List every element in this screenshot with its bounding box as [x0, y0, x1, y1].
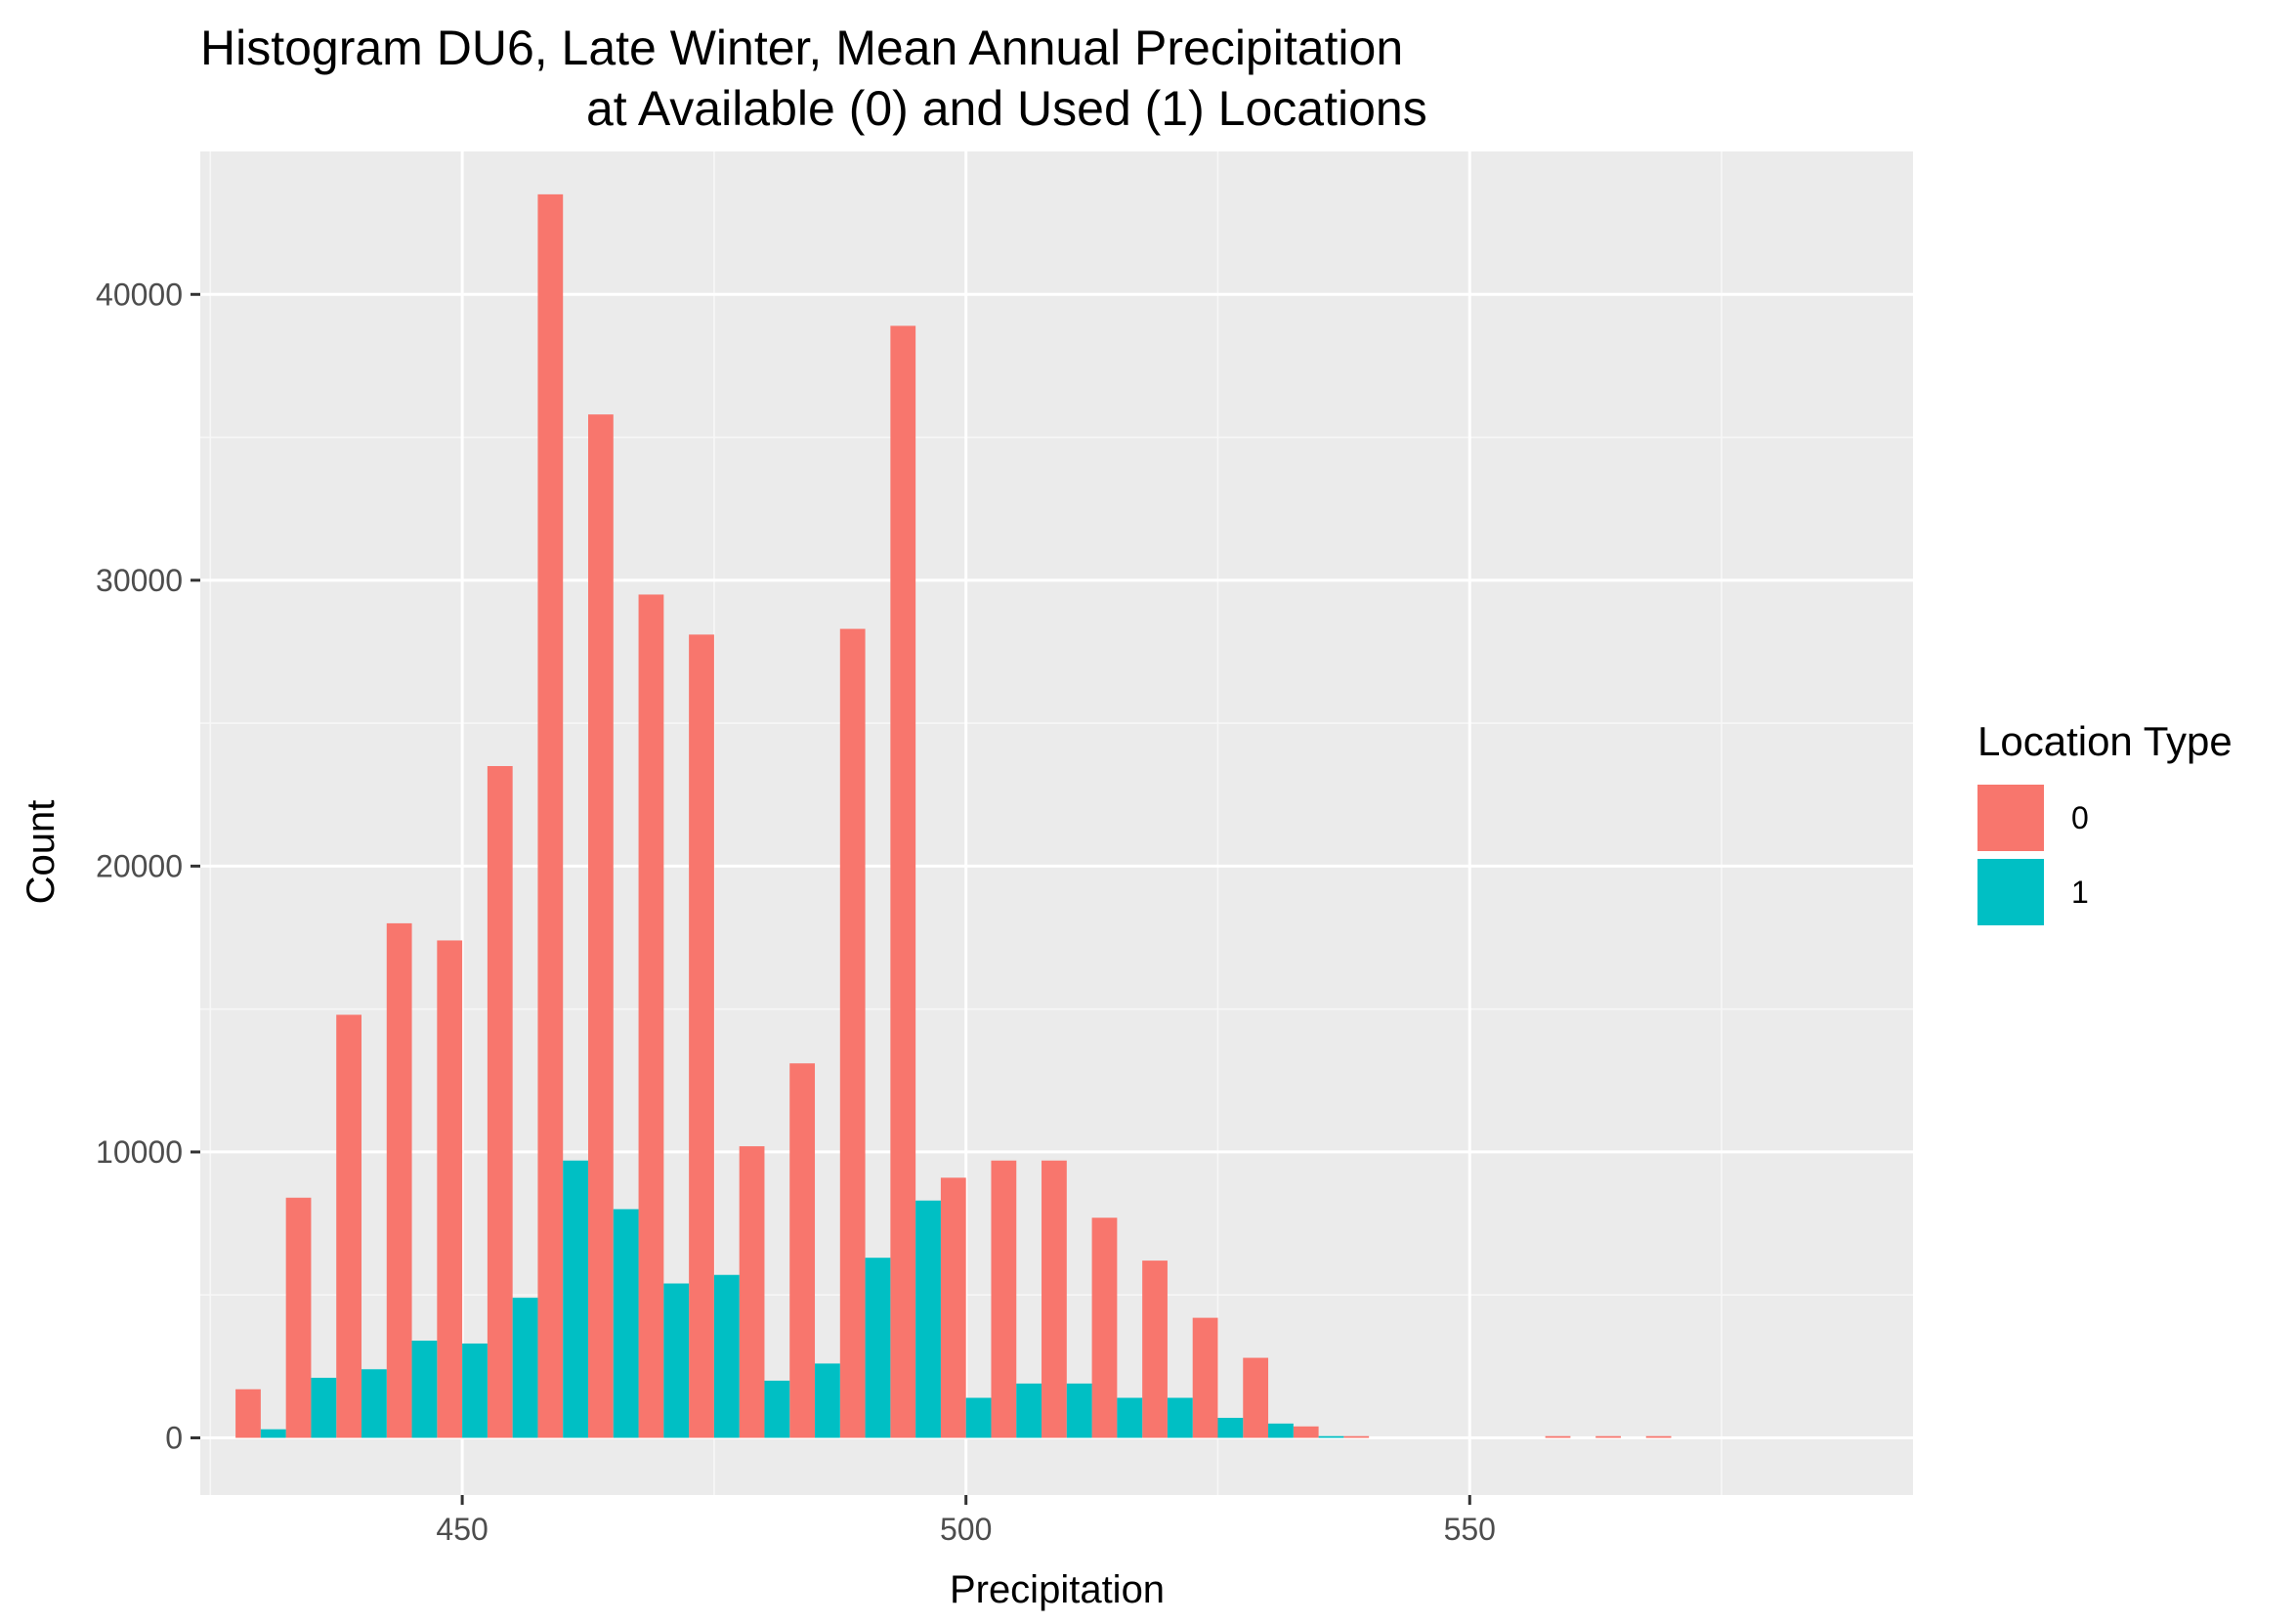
- y-axis: 0 10000 20000 30000 40000: [96, 277, 200, 1455]
- bar-series-1: [1318, 1435, 1344, 1438]
- bar-series-0: [1142, 1261, 1168, 1438]
- chart-title: Histogram DU6, Late Winter, Mean Annual …: [200, 18, 1427, 139]
- bar-series-1: [815, 1363, 840, 1438]
- bar-series-0: [1042, 1160, 1067, 1438]
- y-tick-label: 30000: [96, 563, 183, 598]
- bar-series-1: [663, 1283, 690, 1438]
- chart-title-line2: at Available (0) and Used (1) Locations: [586, 81, 1427, 136]
- x-tick-label: 500: [940, 1512, 992, 1547]
- bar-series-0: [588, 414, 614, 1438]
- legend-key-0: [1977, 785, 2044, 851]
- bar-series-0: [1243, 1357, 1269, 1438]
- legend-item-0: 0: [1977, 781, 2232, 855]
- bar-series-0: [1595, 1435, 1621, 1438]
- bar-series-0: [487, 765, 513, 1438]
- bar-series-0: [839, 628, 866, 1438]
- bar-series-1: [512, 1298, 538, 1438]
- bar-series-0: [638, 594, 664, 1438]
- bar-series-1: [1268, 1423, 1294, 1438]
- legend-title: Location Type: [1977, 718, 2232, 764]
- legend-label-1: 1: [2071, 874, 2089, 910]
- bar-series-1: [865, 1258, 891, 1438]
- chart-title-line1: Histogram DU6, Late Winter, Mean Annual …: [200, 21, 1404, 75]
- bar-series-0: [386, 922, 412, 1438]
- bar-series-1: [1016, 1383, 1042, 1438]
- y-tick-label: 20000: [96, 848, 183, 883]
- bar-series-0: [537, 193, 564, 1438]
- bar-series-1: [563, 1160, 589, 1438]
- bar-series-1: [1066, 1383, 1092, 1438]
- x-tick-label: 450: [436, 1512, 488, 1547]
- bar-series-0: [789, 1063, 816, 1438]
- bar-series-0: [739, 1146, 765, 1438]
- y-tick-label: 40000: [96, 277, 183, 312]
- y-axis-title: Count: [20, 800, 63, 905]
- bar-series-0: [1091, 1218, 1118, 1438]
- bar-series-0: [235, 1389, 261, 1438]
- bar-series-1: [915, 1200, 941, 1438]
- bar-series-1: [965, 1397, 992, 1438]
- bar-series-1: [462, 1343, 488, 1438]
- legend-key-1: [1977, 859, 2044, 925]
- y-tick-label: 10000: [96, 1134, 183, 1170]
- bar-series-0: [1192, 1317, 1218, 1438]
- bar-series-1: [311, 1378, 337, 1438]
- bar-series-0: [336, 1014, 361, 1438]
- bar-series-1: [613, 1209, 639, 1438]
- bar-series-0: [991, 1160, 1017, 1438]
- x-axis-title: Precipitation: [950, 1568, 1165, 1611]
- bar-series-0: [1545, 1435, 1571, 1438]
- y-tick-label: 0: [165, 1420, 183, 1455]
- bar-series-0: [437, 940, 463, 1438]
- bar-series-1: [361, 1369, 387, 1438]
- bars: [235, 193, 1672, 1438]
- bar-series-0: [1645, 1435, 1672, 1438]
- bar-series-1: [1117, 1397, 1143, 1438]
- legend-label-0: 0: [2071, 799, 2089, 835]
- x-tick-label: 550: [1444, 1512, 1496, 1547]
- bar-series-1: [411, 1341, 438, 1438]
- bar-series-1: [713, 1274, 740, 1438]
- legend: Location Type 0 1: [1977, 718, 2232, 929]
- bar-series-0: [890, 325, 916, 1438]
- bar-series-0: [1293, 1426, 1319, 1438]
- bar-series-1: [260, 1429, 286, 1438]
- bar-series-0: [689, 634, 714, 1438]
- bar-series-0: [940, 1177, 966, 1438]
- bar-series-1: [1167, 1397, 1193, 1438]
- bar-series-0: [1343, 1435, 1370, 1438]
- bar-series-1: [1217, 1418, 1244, 1438]
- legend-item-1: 1: [1977, 855, 2232, 929]
- x-axis: 450 500 550: [436, 1495, 1496, 1547]
- bar-series-1: [764, 1380, 790, 1438]
- bar-series-0: [285, 1197, 312, 1438]
